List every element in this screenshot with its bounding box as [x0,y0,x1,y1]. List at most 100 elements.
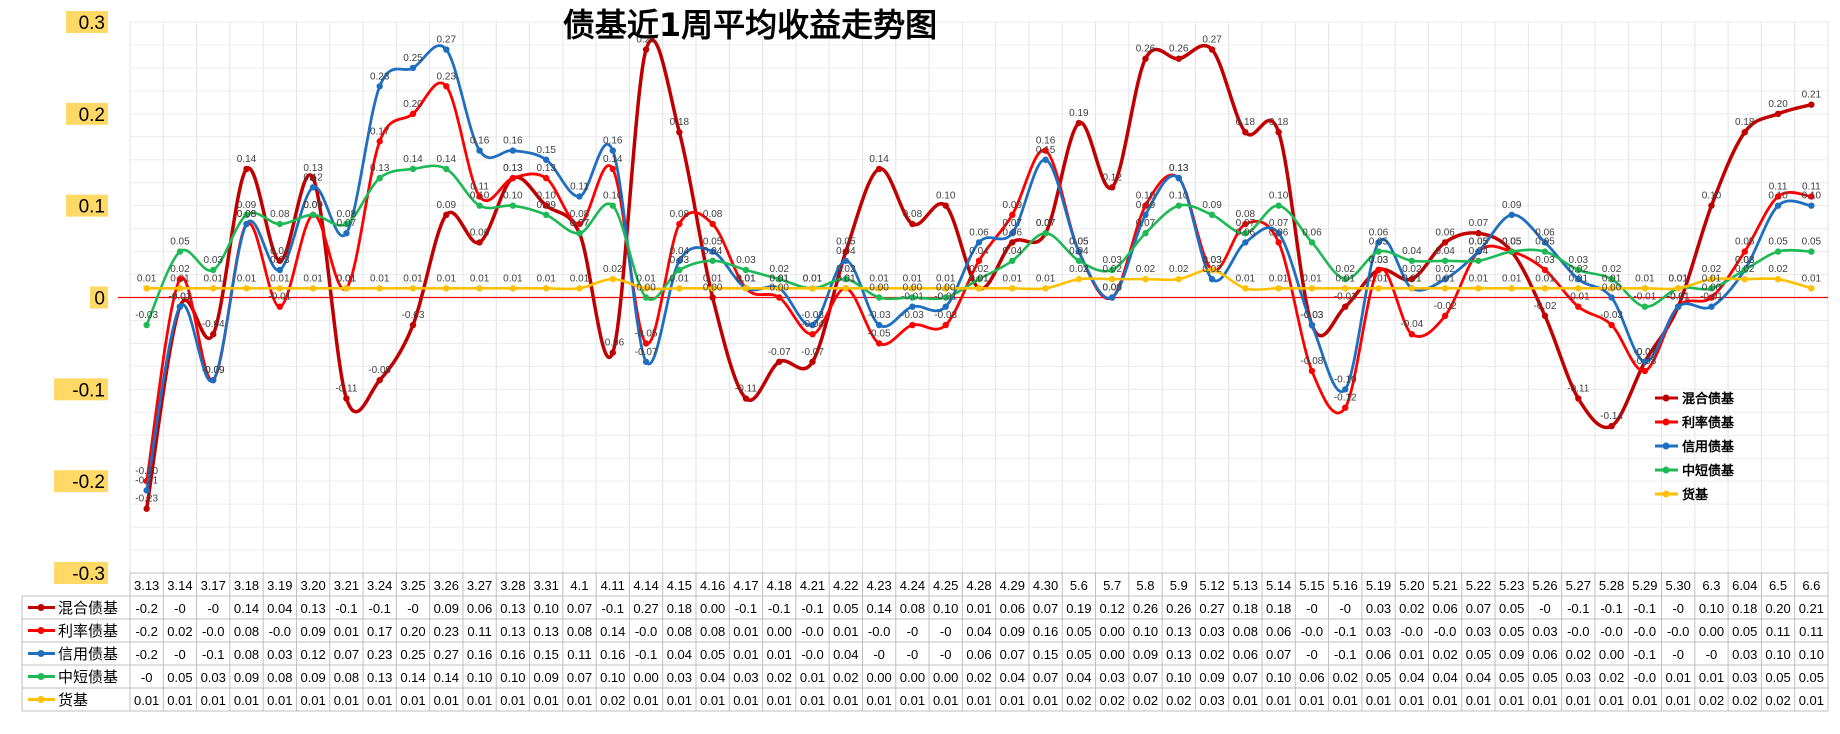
data-label: 0.02 [1735,264,1755,275]
data-point [1009,211,1016,219]
table-cell: 0.10 [933,601,958,616]
data-point [875,321,883,329]
data-point [309,285,317,292]
data-point [576,220,583,228]
table-cell: 0.03 [667,670,692,685]
data-point [909,220,916,228]
table-cell: 0.07 [1000,647,1025,662]
table-cell: 0.02 [1699,693,1724,708]
data-point [1275,230,1282,237]
data-label: 0.01 [1336,273,1356,284]
x-tick-label: 3.17 [201,578,226,593]
data-label: -0.23 [135,494,158,505]
data-point [176,248,184,255]
data-label: -0.01 [169,292,192,303]
data-label: 0.01 [303,273,323,284]
y-tick-highlight [66,11,108,33]
y-tick-highlight [54,378,108,401]
data-point [642,285,650,292]
table-cell: 0.27 [1199,601,1224,616]
data-label: 0.01 [570,273,590,284]
data-label: 0.01 [1302,273,1322,284]
table-cell: 0.03 [1366,624,1391,639]
data-point [576,230,583,237]
data-point [343,285,350,292]
table-cell: 0.10 [600,670,625,685]
data-point [942,294,949,301]
table-cell: -0.1 [1334,624,1356,639]
data-point [1808,193,1815,200]
data-label: 0.10 [936,191,956,202]
data-label: 0.01 [836,273,856,284]
table-cell: -0 [1306,647,1318,662]
data-point [542,211,550,219]
data-point [842,275,850,283]
data-label: 0.00 [770,283,790,294]
table-cell: 0.01 [833,624,858,639]
data-label: 0.04 [703,246,723,257]
data-point [875,340,883,347]
table-cell: 0.05 [1466,647,1491,662]
table-cell: -0.1 [202,647,224,662]
table-cell: 0.27 [633,601,658,616]
data-label: -0.02 [1434,301,1457,312]
data-point [942,202,949,209]
data-point [243,211,250,219]
data-point [742,285,750,292]
table-cell: 0.09 [300,670,325,685]
table-cell: 0.01 [1566,693,1591,708]
table-cell: 0.19 [1066,601,1091,616]
table-cell: 0.03 [201,670,226,685]
data-point [1575,266,1582,274]
data-point [509,147,517,154]
table-cell: 0.01 [633,693,658,708]
data-label: 0.06 [1369,227,1389,238]
table-cell: 0.03 [1566,670,1591,685]
data-label: -0.10 [1334,374,1357,385]
table-cell: 0.08 [667,624,692,639]
table-cell: 0.09 [1133,647,1158,662]
table-cell: 0.03 [1366,601,1391,616]
data-point [476,147,483,154]
table-cell: 0.05 [1366,670,1391,685]
data-point [376,376,383,384]
data-point [1308,239,1316,246]
data-point [143,487,150,494]
table-cell: 0.06 [966,647,991,662]
chart-title: 债基近1周平均收益走势图 [563,6,937,44]
data-label: 0.11 [570,181,589,192]
data-label: 0.03 [204,255,224,266]
data-label: 0.00 [936,283,956,294]
table-cell: 0.01 [667,693,692,708]
table-cell: 0.16 [500,647,525,662]
table-cell: 0.10 [534,601,559,616]
data-point [176,275,184,283]
data-label: 0.03 [736,255,756,266]
data-label: -0.14 [1600,411,1623,422]
data-point [676,220,683,228]
data-label: 0.01 [803,273,823,284]
data-point [1108,294,1116,301]
data-label: 0.27 [1202,35,1222,46]
table-cell: -0.1 [369,601,391,616]
table-cell: 0.01 [800,693,825,708]
table-cell: 0.14 [434,670,459,685]
table-cell: -0.1 [735,601,757,616]
table-cell: -0 [907,647,919,662]
x-tick-label: 5.27 [1566,578,1591,593]
data-label: 0.01 [636,273,656,284]
x-tick-label: 5.7 [1103,578,1121,593]
data-point [709,257,716,264]
data-label: 0.09 [437,200,457,211]
x-tick-label: 5.28 [1599,578,1624,593]
table-cell: 0.01 [1399,693,1424,708]
data-label: 0.02 [1336,264,1356,275]
data-label: 0.01 [1535,273,1555,284]
data-label: 0.01 [969,273,989,284]
table-cell: 0.00 [866,670,891,685]
data-label: 0.01 [1702,273,1722,284]
data-label: 0.13 [1169,163,1189,174]
table-cell: 0.08 [334,670,359,685]
table-cell: 0.01 [1399,647,1424,662]
